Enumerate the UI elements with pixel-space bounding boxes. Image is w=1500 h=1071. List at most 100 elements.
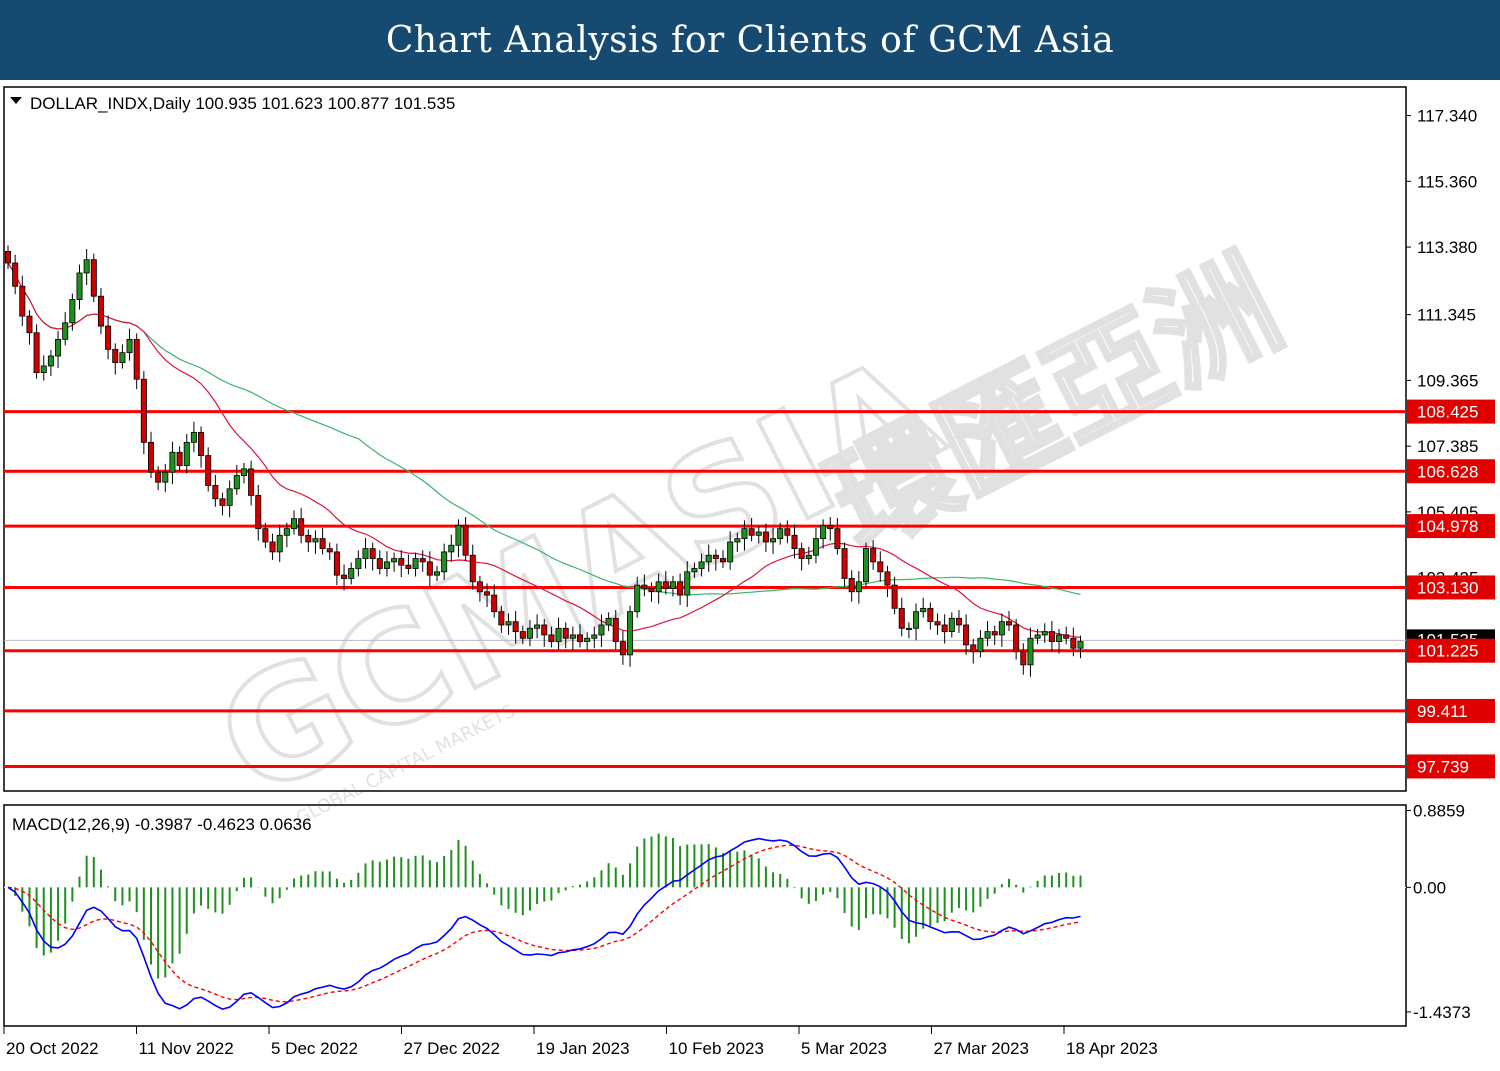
candle-bear [662,581,669,589]
candle-bear [827,524,834,530]
candle-bull [162,471,169,483]
candle-bull [126,338,133,354]
candle-bull [605,617,612,626]
candle-bear [720,558,727,563]
ma-fast-line [7,262,1081,638]
candle-bear [319,538,326,549]
level-box [1407,514,1495,539]
candle-bear [941,624,948,633]
level-label: 97.739 [1417,757,1469,776]
level-box [1407,698,1495,723]
candle-bear [619,641,626,656]
x-tick-label: 27 Dec 2022 [404,1039,500,1058]
candle-bear [498,611,505,626]
candle-bull [290,518,297,530]
price-ytick-label: 107.385 [1417,437,1478,456]
moving-averages [7,262,1081,638]
price-ytick-label: 117.340 [1417,107,1477,126]
candle-bull [40,365,47,373]
candle-bear [1006,621,1013,626]
candle-bear [112,348,119,364]
candle-bear [105,325,112,350]
candle-bear [648,588,655,593]
candle-bull [355,558,362,569]
candle-bull [634,584,641,613]
level-label: 108.425 [1417,403,1478,422]
candle-bull [169,451,176,473]
candle-bull [905,627,912,630]
candle-bear [205,455,212,486]
candle-bull [1056,634,1063,642]
axes: 117.340 115.360 113.380 111.345 109.365 107.3… [3,107,1495,1058]
candle-bull [69,299,76,324]
candle-bull [183,441,190,466]
candle-bull [383,561,390,569]
x-tick-label: 27 Mar 2023 [934,1039,1029,1058]
candle-bear [884,571,891,586]
candle-bear [462,524,469,556]
candle-bull [190,431,197,443]
level-box [1407,638,1495,663]
macd-panel-header: MACD(12,26,9) -0.3987 -0.4623 0.0636 [12,815,312,834]
x-tick-label: 10 Feb 2023 [669,1039,764,1058]
candle-bear [333,551,340,576]
candle-bear [212,485,219,500]
candle-bear [748,528,755,536]
candle-bear [841,548,848,579]
candle-bear [1063,634,1070,639]
candle-bear [176,451,183,466]
price-ytick-label: 109.365 [1417,371,1478,390]
candle-bear [548,634,555,642]
candle-bear [405,564,412,569]
x-tick-label: 5 Mar 2023 [801,1039,887,1058]
candle-bull [412,558,419,569]
candle-bull [62,322,69,340]
macd-ytick-label: 0.8859 [1413,802,1465,821]
candle-bull [55,338,62,357]
candle-bear [963,624,970,646]
level-label: 103.130 [1417,578,1478,597]
level-box [1407,575,1495,600]
price-ytick-label: 111.345 [1417,306,1476,325]
candle-bull [812,538,819,556]
candle-bull [591,634,598,639]
candle-bear [1070,637,1077,649]
candle-bull [684,571,691,596]
candle-bear [305,534,312,543]
candle-bull [448,544,455,553]
candle-bear [426,561,433,576]
candle-bear [577,634,584,642]
x-tick-label: 19 Jan 2023 [536,1039,630,1058]
candle-bear [33,332,40,373]
candle-bull [555,627,562,642]
candle-bull [276,534,283,553]
candle-bull [584,637,591,642]
candle-bear [512,621,519,633]
candle-bear [248,468,255,496]
candle-bull [855,581,862,593]
candle-bear [1020,651,1027,666]
candle-bear [712,554,719,559]
candle-bear [877,561,884,573]
price-panel [3,86,1407,792]
candle-bear [476,581,483,593]
candle-bear [484,591,491,596]
candle-bull [1034,634,1041,639]
candle-bull [998,621,1005,636]
macd-panel [3,804,1407,1027]
candle-bull [755,531,762,536]
candle-bull [741,528,748,540]
price-ytick-label: 115.360 [1417,172,1477,191]
price-ytick-label: 113.380 [1417,238,1477,257]
dropdown-triangle-icon[interactable] [10,97,22,104]
candle-bear [5,250,11,264]
candle-bull [984,631,991,639]
macd-panel-border [3,804,1407,1027]
candle-bear [1048,631,1055,642]
candle-bear [991,631,998,636]
candle-bear [12,262,19,287]
candle-bear [870,548,877,563]
candle-bear [469,554,476,583]
candle-bull [1027,637,1034,666]
level-box [1407,399,1495,424]
